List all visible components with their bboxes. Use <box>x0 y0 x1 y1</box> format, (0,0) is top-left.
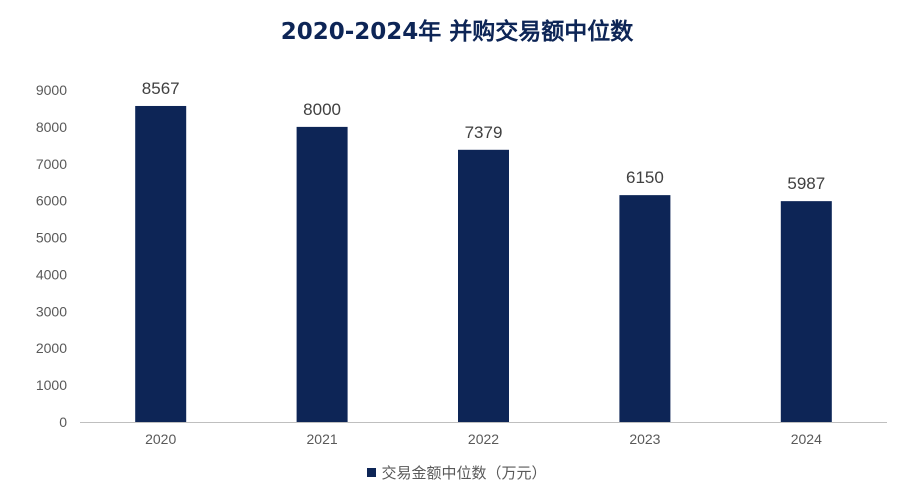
data-label: 6150 <box>626 168 664 187</box>
data-label: 8567 <box>142 79 180 98</box>
data-label: 5987 <box>787 174 825 193</box>
y-tick-label: 8000 <box>36 119 67 135</box>
legend-label: 交易金额中位数（万元） <box>381 464 547 482</box>
y-tick-label: 0 <box>59 414 67 430</box>
x-tick-label: 2020 <box>145 431 176 447</box>
y-tick-label: 1000 <box>36 377 67 393</box>
bar <box>458 149 509 423</box>
x-tick-label: 2021 <box>307 431 338 447</box>
legend: 交易金额中位数（万元） <box>0 462 914 483</box>
chart-title: 2020-2024年 并购交易额中位数 <box>280 19 634 45</box>
data-label: 8000 <box>303 100 341 119</box>
data-label: 7379 <box>465 123 503 142</box>
y-tick-label: 7000 <box>36 156 67 172</box>
y-tick-label: 9000 <box>36 82 67 98</box>
legend-swatch <box>367 468 377 477</box>
x-tick-label: 2023 <box>629 431 660 447</box>
bar <box>296 126 348 422</box>
y-tick-label: 4000 <box>36 266 67 282</box>
y-tick-label: 6000 <box>36 193 67 209</box>
bar <box>619 195 671 422</box>
y-tick-label: 3000 <box>36 303 67 319</box>
bar <box>780 201 832 422</box>
y-tick-label: 5000 <box>36 230 67 246</box>
x-tick-label: 2024 <box>791 431 822 447</box>
x-tick-label: 2022 <box>468 431 499 447</box>
bar <box>135 105 187 422</box>
y-tick-label: 2000 <box>36 340 67 356</box>
